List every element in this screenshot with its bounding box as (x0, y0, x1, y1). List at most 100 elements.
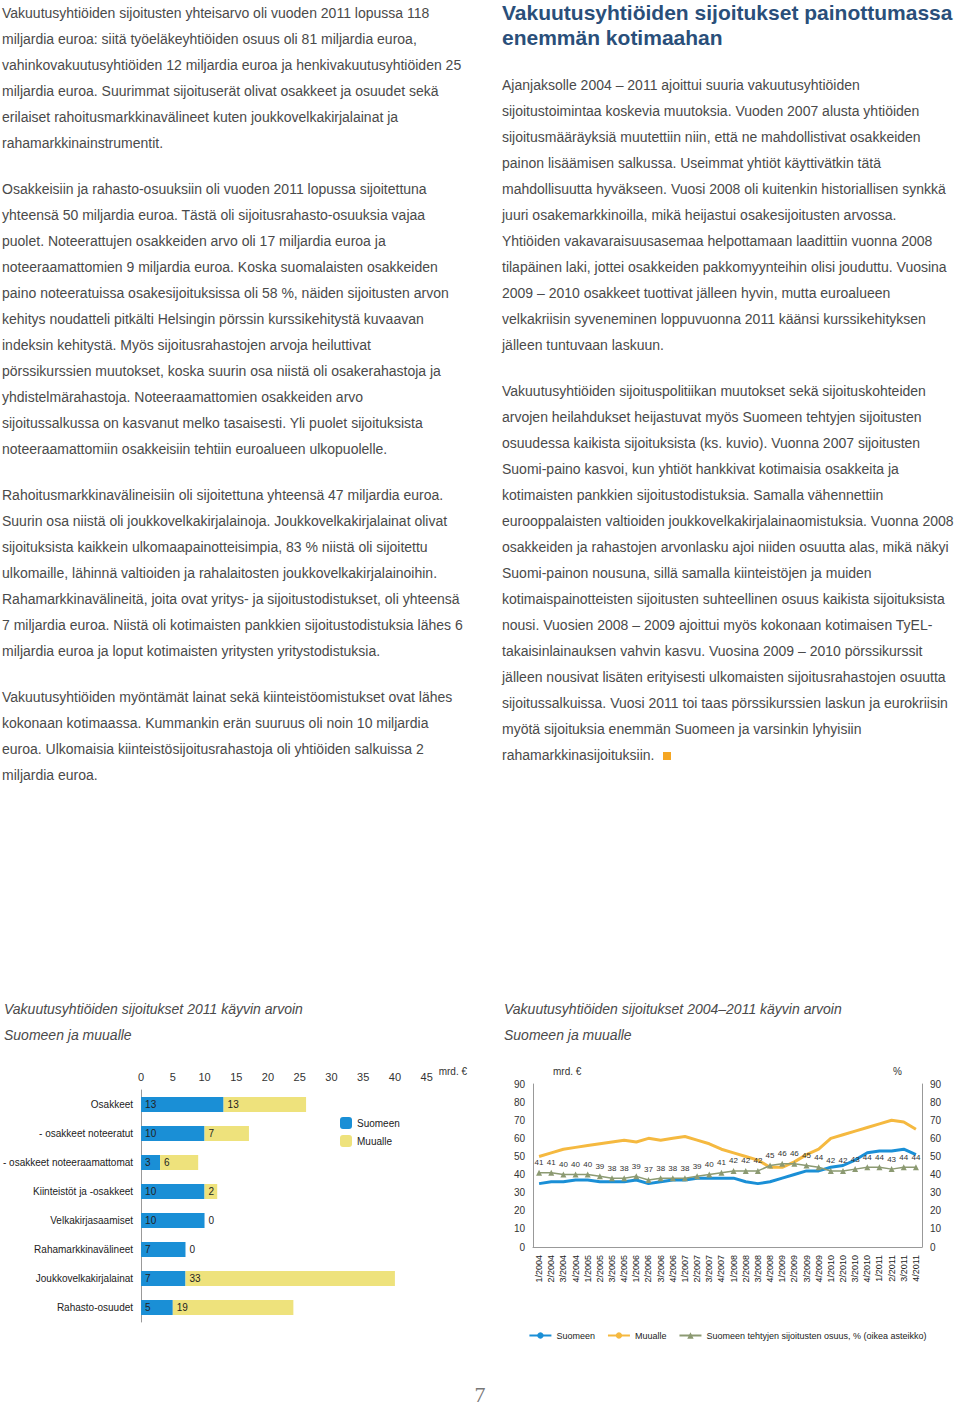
svg-text:42: 42 (826, 1156, 835, 1165)
svg-text:13: 13 (145, 1099, 157, 1110)
svg-text:1/2010: 1/2010 (826, 1255, 836, 1283)
svg-text:7: 7 (209, 1128, 215, 1139)
svg-text:80: 80 (514, 1097, 526, 1108)
svg-text:38: 38 (620, 1164, 629, 1173)
svg-text:10: 10 (514, 1223, 526, 1234)
svg-text:1/2006: 1/2006 (631, 1255, 641, 1283)
svg-text:3/2011: 3/2011 (899, 1255, 909, 1282)
svg-text:42: 42 (729, 1156, 738, 1165)
svg-text:Rahamarkkinavälineet: Rahamarkkinavälineet (34, 1244, 133, 1255)
svg-text:Osakkeet: Osakkeet (91, 1099, 133, 1110)
svg-text:Kiinteistöt ja -osakkeet: Kiinteistöt ja -osakkeet (33, 1186, 133, 1197)
svg-text:45: 45 (766, 1151, 775, 1160)
svg-text:39: 39 (595, 1162, 604, 1171)
svg-text:%: % (893, 1066, 902, 1077)
svg-text:2/2006: 2/2006 (643, 1255, 653, 1283)
svg-text:- osakkeet noteeratut: - osakkeet noteeratut (39, 1128, 133, 1139)
svg-text:50: 50 (514, 1151, 526, 1162)
svg-text:10: 10 (930, 1223, 942, 1234)
svg-text:3/2006: 3/2006 (656, 1255, 666, 1283)
svg-text:43: 43 (887, 1155, 896, 1164)
svg-text:2/2010: 2/2010 (838, 1255, 848, 1283)
svg-text:15: 15 (230, 1071, 242, 1083)
svg-text:2/2011: 2/2011 (887, 1255, 897, 1282)
svg-text:30: 30 (930, 1187, 942, 1198)
svg-text:4/2011: 4/2011 (911, 1255, 921, 1282)
svg-text:70: 70 (514, 1115, 526, 1126)
svg-text:4/2009: 4/2009 (814, 1255, 824, 1283)
svg-text:40: 40 (389, 1071, 401, 1083)
svg-text:30: 30 (514, 1187, 526, 1198)
svg-text:0: 0 (930, 1242, 936, 1253)
svg-text:1/2005: 1/2005 (583, 1255, 593, 1283)
svg-text:40: 40 (705, 1160, 714, 1169)
svg-text:5: 5 (145, 1302, 151, 1313)
svg-text:3/2008: 3/2008 (753, 1255, 763, 1283)
svg-text:20: 20 (262, 1071, 274, 1083)
svg-text:43: 43 (851, 1155, 860, 1164)
svg-text:Suomeen tehtyjen sijoitusten o: Suomeen tehtyjen sijoitusten osuus, % (o… (706, 1331, 926, 1341)
svg-text:33: 33 (189, 1273, 201, 1284)
svg-text:60: 60 (514, 1133, 526, 1144)
svg-text:4/2007: 4/2007 (716, 1255, 726, 1283)
svg-text:4/2010: 4/2010 (862, 1255, 872, 1283)
svg-text:0: 0 (209, 1215, 215, 1226)
svg-text:Velkakirjasaamiset: Velkakirjasaamiset (50, 1215, 133, 1226)
svg-text:1/2009: 1/2009 (777, 1255, 787, 1283)
svg-text:45: 45 (421, 1071, 433, 1083)
svg-text:46: 46 (790, 1149, 799, 1158)
svg-text:41: 41 (547, 1158, 556, 1167)
svg-text:40: 40 (583, 1160, 592, 1169)
svg-text:13: 13 (228, 1099, 240, 1110)
svg-text:Rahasto-osuudet: Rahasto-osuudet (57, 1302, 133, 1313)
svg-text:- osakkeet noteeraamattomat: - osakkeet noteeraamattomat (3, 1157, 133, 1168)
svg-text:0: 0 (189, 1244, 195, 1255)
svg-text:40: 40 (514, 1169, 526, 1180)
svg-text:10: 10 (145, 1128, 157, 1139)
svg-text:44: 44 (911, 1153, 920, 1162)
svg-text:mrd. €: mrd. € (439, 1066, 468, 1077)
svg-text:45: 45 (802, 1151, 811, 1160)
svg-text:44: 44 (863, 1153, 872, 1162)
svg-text:38: 38 (668, 1164, 677, 1173)
svg-text:40: 40 (930, 1169, 942, 1180)
svg-text:38: 38 (656, 1164, 665, 1173)
svg-text:44: 44 (875, 1153, 884, 1162)
svg-text:90: 90 (514, 1079, 526, 1090)
svg-text:41: 41 (535, 1158, 544, 1167)
svg-text:44: 44 (899, 1153, 908, 1162)
svg-text:46: 46 (778, 1149, 787, 1158)
svg-text:Joukkovelkakirjalainat: Joukkovelkakirjalainat (36, 1273, 133, 1284)
svg-text:0: 0 (138, 1071, 144, 1083)
svg-text:Suomeen: Suomeen (556, 1331, 595, 1341)
svg-text:20: 20 (930, 1205, 942, 1216)
svg-text:5: 5 (170, 1071, 176, 1083)
svg-text:4/2004: 4/2004 (571, 1255, 581, 1283)
svg-text:2/2007: 2/2007 (692, 1255, 702, 1283)
svg-text:1/2011: 1/2011 (874, 1255, 884, 1282)
svg-text:70: 70 (930, 1115, 942, 1126)
svg-text:39: 39 (693, 1162, 702, 1171)
svg-text:mrd. €: mrd. € (553, 1066, 582, 1077)
svg-text:38: 38 (681, 1164, 690, 1173)
svg-text:1/2008: 1/2008 (729, 1255, 739, 1283)
svg-text:4/2005: 4/2005 (619, 1255, 629, 1283)
svg-text:7: 7 (145, 1273, 151, 1284)
svg-text:4/2008: 4/2008 (765, 1255, 775, 1283)
svg-text:60: 60 (930, 1133, 942, 1144)
svg-text:3/2010: 3/2010 (850, 1255, 860, 1283)
svg-text:2/2009: 2/2009 (789, 1255, 799, 1283)
svg-text:2: 2 (209, 1186, 215, 1197)
svg-text:80: 80 (930, 1097, 942, 1108)
svg-text:19: 19 (177, 1302, 189, 1313)
svg-text:3/2004: 3/2004 (558, 1255, 568, 1283)
svg-text:1/2007: 1/2007 (680, 1255, 690, 1283)
svg-text:0: 0 (519, 1242, 525, 1253)
svg-text:42: 42 (753, 1156, 762, 1165)
svg-text:Suomeen: Suomeen (357, 1118, 400, 1129)
svg-text:3: 3 (145, 1157, 151, 1168)
svg-text:3/2005: 3/2005 (607, 1255, 617, 1283)
svg-text:44: 44 (814, 1153, 823, 1162)
svg-text:41: 41 (717, 1158, 726, 1167)
svg-text:7: 7 (145, 1244, 151, 1255)
